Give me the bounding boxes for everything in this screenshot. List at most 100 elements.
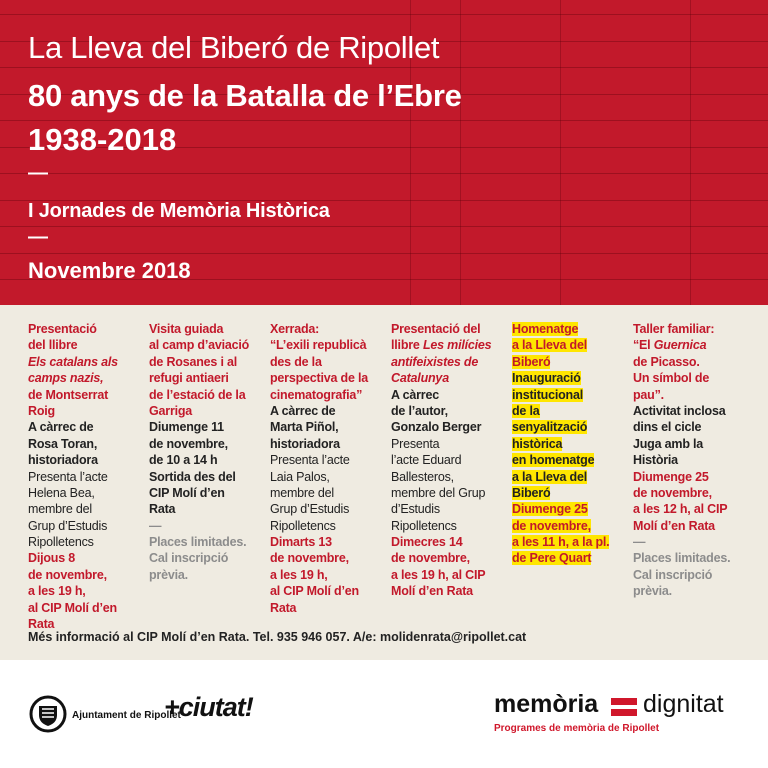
program-line: Roig [28,403,55,418]
program-line: Places limitades. [149,535,247,550]
program: Més informació al CIP Molí d’en Rata. Te… [0,305,768,660]
program-line: de novembre, [149,436,228,451]
texture-rule [690,0,691,305]
program-line: pau”. [633,387,664,402]
program-line: Molí d’en Rata [633,518,715,533]
program-line: prèvia. [633,584,672,599]
program-line: Rata [28,617,55,632]
date: Novembre 2018 [28,258,191,283]
program-line: refugi antiaeri [149,371,229,386]
program-line: a les 19 h, [270,567,328,582]
info: Més informació al CIP Molí d’en Rata. Te… [28,630,527,644]
footer: Ajuntament de Ripollet +ciutat! memòria … [0,660,768,768]
subtitle: I Jornades de Memòria Històrica [28,200,330,222]
highlight: de novembre, [512,518,591,533]
program-line: Grup d’Estudis [270,502,350,517]
program-line: Presentació del [391,322,481,336]
texture-rule [0,173,768,174]
program-text: Les milícies [422,338,492,353]
program-line: camps nazis, [28,371,104,386]
program-line: Presenta l’acte [270,453,350,468]
program-line: Inauguració [512,370,630,386]
program-text: llibre [391,338,420,353]
program-line: Molí d’en Rata [391,584,473,599]
program-line: històrica [512,436,630,452]
program-line: del llibre [28,338,78,353]
program-line: dins el cicle [633,420,702,435]
highlight: de Pere Quart [512,551,592,566]
program-line: “L’exili republicà [270,338,367,353]
program-line: Ripolletencs [28,535,94,550]
program-line: perspectiva de la [270,371,369,386]
program-line: Places limitades. [633,551,731,566]
highlight: de la [512,403,540,418]
program-line: Dijous 8 [28,551,76,566]
highlight: a la Lleva del [512,338,588,353]
texture-rule [410,0,411,305]
program-line: Dimarts 13 [270,535,332,550]
program-line: de novembre, [512,518,630,534]
program-line: a les 19 h, [28,584,86,599]
program-line: prèvia. [149,567,188,582]
program-column: Presentació del llibre Els catalans als cam… [28,321,146,632]
program-line: a la Lleva del [512,469,630,485]
program-line: Taller familiar: [633,322,715,336]
program-line: Presenta l’acte [28,469,108,484]
highlight: a les 11 h, a la pl. [512,535,610,550]
dash: — [28,226,48,248]
program-line: senyalització [512,419,630,435]
program-line: — [633,535,646,550]
program-line: llibre Les milícies [391,337,509,353]
program-line: “El Guernica [633,337,751,353]
title-line: 80 anys de la Batalla de l’Ebre [28,78,462,113]
program-text: “El [633,338,651,353]
program-line: membre del [28,502,92,517]
program-line: historiadora [270,436,340,451]
texture-rule [0,146,768,148]
ajuntament: Ajuntament de Ripollet [72,710,181,721]
program-line: l’acte Eduard [391,453,462,468]
program-line: Catalunya [391,371,449,386]
program-line: membre del [270,485,334,500]
highlight: en homenatge [512,453,595,468]
dash: — [28,162,48,184]
dignitat-logo: dignitat [643,690,724,718]
program-line: Marta Piñol, [270,420,339,435]
program-line: a les 11 h, a la pl. [512,534,630,550]
program-line: al CIP Molí d’en [270,584,359,599]
program-line: Rata [270,600,297,615]
texture-rule [0,199,768,201]
program-line: cinematografia” [270,387,363,402]
program-line: institucional [512,387,630,403]
programes: Programes de memòria de Ripollet [494,723,660,734]
program-line: membre del Grup [391,485,486,500]
program-line: Cal inscripció [633,567,713,582]
program-line: de l’autor, [391,403,448,418]
program-line: Diumenge 25 [512,501,630,517]
program-line: Els catalans als [28,354,118,369]
program-line: a la Lleva del [512,337,630,353]
texture-rule [0,93,768,95]
title-line: 1938-2018 [28,122,177,157]
program-line: d’Estudis [391,502,440,517]
program-line: CIP Molí d’en [149,485,225,500]
program-line: Laia Palos, [270,469,330,484]
program-column: Xerrada: “L’exili republicà des de la persp… [270,321,388,616]
highlight: institucional [512,387,584,402]
program-line: a les 19 h, al CIP [391,567,486,582]
program-line: A càrrec de [28,420,94,435]
program-line: de 10 a 14 h [149,453,218,468]
program-line: des de la [270,354,322,369]
highlight: senyalització [512,420,588,435]
program-line: Dimecres 14 [391,535,463,550]
program-line: Biberó [512,485,630,501]
texture-rule [0,67,768,68]
highlight: Biberó [512,485,551,500]
program-line: Ripolletencs [270,518,336,533]
program-line: de Rosanes i al [149,354,238,369]
program-line: de la [512,403,630,419]
texture-rule [460,0,461,305]
program-line: de Picasso. [633,354,700,369]
program-line: — [149,518,162,533]
